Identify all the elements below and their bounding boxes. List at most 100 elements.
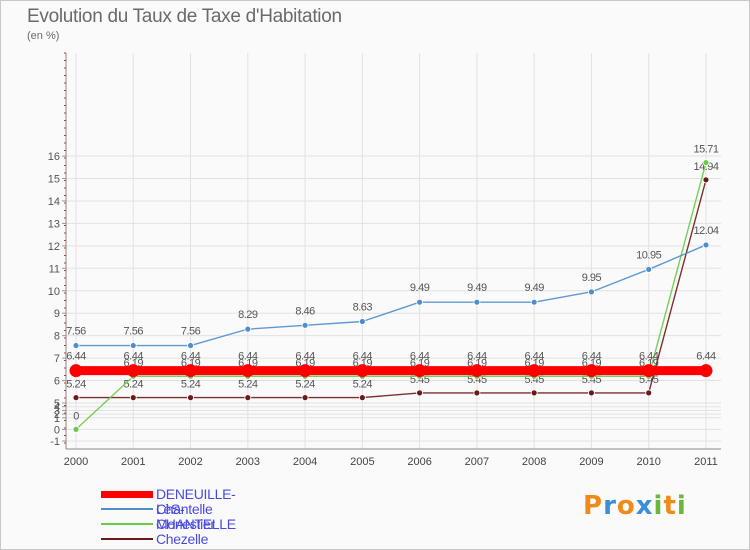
data-label: 8.46 bbox=[295, 305, 315, 317]
y-tick-label: 5 bbox=[54, 398, 60, 410]
y-tick-label: 6 bbox=[54, 376, 60, 388]
data-label: 6.44 bbox=[238, 351, 258, 363]
data-label: 6.44 bbox=[181, 351, 201, 363]
data-point bbox=[470, 364, 484, 378]
data-point bbox=[72, 425, 80, 433]
data-point bbox=[645, 266, 653, 273]
data-point bbox=[530, 298, 538, 306]
data-point bbox=[416, 298, 424, 306]
data-point bbox=[72, 342, 80, 349]
legend-label: DENEUILLE-LèS-CHANTELLE bbox=[156, 486, 236, 532]
x-tick-label: 2006 bbox=[407, 456, 431, 468]
data-point bbox=[473, 298, 481, 306]
data-label: 7.56 bbox=[124, 326, 144, 338]
data-label: 8.29 bbox=[238, 309, 258, 321]
data-label: 5.24 bbox=[66, 379, 86, 391]
series-line-chezelle bbox=[76, 179, 707, 399]
data-label: 5.24 bbox=[353, 379, 373, 391]
data-point bbox=[588, 288, 595, 296]
y-tick-label: 9 bbox=[54, 308, 60, 320]
series-line-chantelle bbox=[76, 244, 707, 347]
data-point bbox=[642, 364, 656, 378]
data-point bbox=[473, 389, 481, 397]
data-label: 7.56 bbox=[66, 326, 86, 338]
data-point bbox=[416, 389, 424, 397]
data-point bbox=[645, 389, 653, 397]
logo-letter: P bbox=[583, 491, 604, 521]
data-label: 9.49 bbox=[524, 282, 544, 294]
y-tick-label: 4 bbox=[54, 402, 60, 414]
data-point bbox=[358, 318, 366, 325]
data-label: 6.44 bbox=[524, 351, 544, 363]
logo-letter: i bbox=[653, 491, 664, 521]
data-label: 6.44 bbox=[582, 351, 602, 363]
data-point bbox=[187, 342, 194, 349]
data-label: 6.44 bbox=[696, 351, 716, 363]
y-tick-label: 7 bbox=[54, 353, 60, 365]
data-label: 6.44 bbox=[124, 351, 144, 363]
data-point bbox=[126, 364, 140, 378]
x-tick-label: 2003 bbox=[236, 456, 260, 468]
x-tick-label: 2004 bbox=[293, 456, 317, 468]
data-point bbox=[699, 364, 713, 378]
x-tick-label: 2005 bbox=[350, 456, 374, 468]
data-label: 9.49 bbox=[410, 282, 430, 294]
legend-swatch bbox=[101, 538, 153, 540]
y-tick-label: -1 bbox=[50, 436, 60, 448]
x-tick-label: 2001 bbox=[121, 456, 145, 468]
legend-label: Monestier bbox=[156, 516, 215, 532]
data-point bbox=[298, 364, 312, 378]
x-tick-label: 2010 bbox=[636, 456, 660, 468]
x-tick-label: 2007 bbox=[465, 456, 489, 468]
y-tick-label: 10 bbox=[48, 286, 60, 298]
logo-letter: t bbox=[663, 491, 677, 521]
logo-letter: o bbox=[616, 491, 636, 521]
data-label: 6.44 bbox=[639, 351, 659, 363]
data-label: 10.95 bbox=[636, 249, 661, 261]
x-tick-label: 2011 bbox=[694, 456, 718, 468]
x-tick-label: 2000 bbox=[64, 456, 88, 468]
data-point bbox=[527, 364, 541, 378]
data-point bbox=[129, 342, 137, 349]
data-point bbox=[588, 389, 595, 397]
data-point bbox=[72, 394, 80, 402]
data-point bbox=[129, 394, 137, 402]
data-label: 7.56 bbox=[181, 326, 201, 338]
data-point bbox=[241, 364, 255, 378]
data-point bbox=[413, 364, 427, 378]
data-label: 5.24 bbox=[181, 379, 201, 391]
y-tick-label: 1 bbox=[54, 413, 60, 425]
y-tick-label: 8 bbox=[54, 331, 60, 343]
data-label: 15.71 bbox=[693, 144, 718, 156]
logo-letter: r bbox=[603, 491, 617, 521]
data-label: 5.24 bbox=[295, 379, 315, 391]
data-label: 8.63 bbox=[353, 302, 373, 314]
data-label: 6.44 bbox=[66, 351, 86, 363]
data-point bbox=[244, 394, 252, 402]
data-label: 6.44 bbox=[295, 351, 315, 363]
y-tick-label: 16 bbox=[48, 151, 60, 163]
data-point bbox=[702, 176, 710, 184]
x-tick-label: 2002 bbox=[178, 456, 202, 468]
data-point bbox=[358, 394, 366, 402]
data-point bbox=[301, 394, 309, 402]
y-tick-label: 15 bbox=[48, 174, 60, 186]
data-label: 9.95 bbox=[582, 272, 602, 284]
data-label: 14.94 bbox=[693, 161, 718, 173]
y-tick-label: 13 bbox=[48, 218, 60, 230]
series-line-monestier bbox=[75, 162, 707, 430]
logo-letter: x bbox=[635, 491, 654, 521]
x-tick-label: 2008 bbox=[522, 456, 546, 468]
data-point bbox=[530, 389, 538, 397]
data-label: 9.49 bbox=[467, 282, 487, 294]
y-tick-label: 0 bbox=[54, 424, 60, 436]
y-tick-label: 14 bbox=[48, 196, 60, 208]
data-point bbox=[184, 364, 198, 378]
y-tick-label: 2 bbox=[54, 409, 60, 421]
legend-swatch bbox=[101, 508, 153, 510]
data-point bbox=[301, 321, 309, 329]
data-label: 12.04 bbox=[693, 225, 718, 237]
legend-swatch bbox=[101, 491, 153, 498]
